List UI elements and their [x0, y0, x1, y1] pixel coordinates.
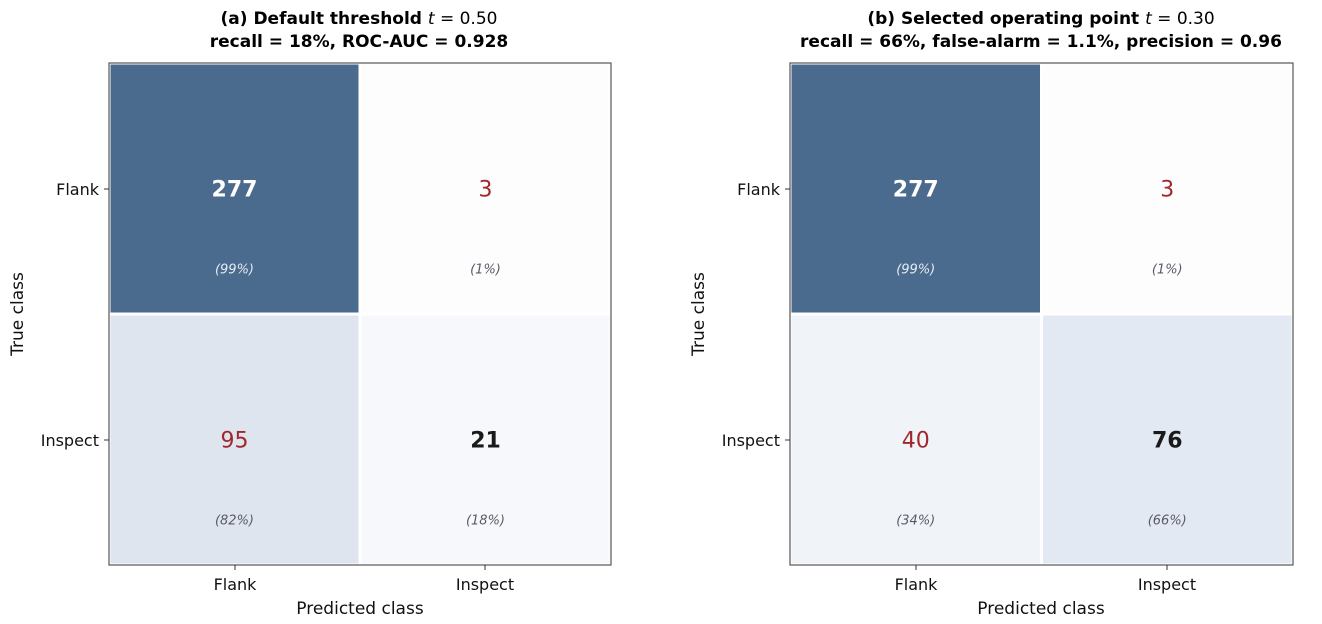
panel-b-xlabel: Predicted class [977, 599, 1105, 619]
panel-b-cell-1-1 [1040, 312, 1295, 567]
panel-b-percent-0-0: (99%) [896, 263, 935, 278]
panel-a-percent-1-1: (18%) [466, 514, 505, 529]
panel-b-xtick-inspect: Inspect [1138, 575, 1196, 594]
panel-a-cells: 277 (99%) 3 (1%) 95 (82%) 21 (18%) [107, 61, 613, 567]
panel-b-percent-1-0: (34%) [896, 514, 935, 529]
panel-b-count-0-0: 277 [893, 178, 939, 203]
panel-a-ylabel: True class [8, 272, 28, 357]
panel-a-title-line1: (a) Default threshold t = 0.50 [221, 9, 498, 29]
panel-b-cells: 277 (99%) 3 (1%) 40 (34%) 76 (66%) [788, 61, 1295, 567]
panel-a-percent-1-0: (82%) [215, 514, 254, 529]
panel-a-ytick-inspect: Inspect [41, 431, 99, 450]
panel-a-cell-1-1 [358, 312, 613, 567]
panel-b-percent-0-1: (1%) [1152, 263, 1183, 278]
panel-b-frame [789, 62, 1294, 566]
panel-b-cell-1-0 [788, 312, 1043, 567]
panel-b-count-1-1: 76 [1152, 429, 1183, 454]
panel-a-cell-0-0 [107, 61, 362, 316]
panel-b-title-line1: (b) Selected operating point t = 0.30 [867, 9, 1214, 29]
panel-b-ytick-flank: Flank [737, 180, 781, 199]
panel-a-count-1-1: 21 [470, 429, 501, 454]
panel-a-title-line2: recall = 18%, ROC-AUC = 0.928 [210, 32, 509, 52]
panel-a-ytick-flank: Flank [56, 180, 100, 199]
panel-b-xtick-flank: Flank [895, 575, 939, 594]
panel-b-ylabel: True class [689, 272, 709, 357]
panel-a-cell-0-1 [358, 61, 613, 316]
panel-a-count-1-0: 95 [221, 429, 249, 454]
panel-a-count-0-0: 277 [212, 178, 258, 203]
panel-b-count-0-1: 3 [1160, 178, 1174, 203]
panel-a-xlabel: Predicted class [296, 599, 424, 619]
panel-b-cell-0-0 [788, 61, 1043, 316]
panel-a-cell-1-0 [107, 312, 362, 567]
panel-a-xtick-flank: Flank [214, 575, 258, 594]
panel-a: (a) Default threshold t = 0.50 recall = … [8, 9, 613, 619]
panel-b-title-line2: recall = 66%, false-alarm = 1.1%, precis… [800, 32, 1282, 52]
panel-a-frame [108, 62, 612, 566]
panel-b-count-1-0: 40 [902, 429, 930, 454]
panel-b-ytick-inspect: Inspect [722, 431, 780, 450]
panel-b-percent-1-1: (66%) [1148, 514, 1187, 529]
panel-a-xtick-inspect: Inspect [456, 575, 514, 594]
panel-a-count-0-1: 3 [479, 178, 493, 203]
panel-a-percent-0-0: (99%) [215, 263, 254, 278]
panel-a-percent-0-1: (1%) [470, 263, 501, 278]
panel-b: (b) Selected operating point t = 0.30 re… [689, 9, 1295, 619]
